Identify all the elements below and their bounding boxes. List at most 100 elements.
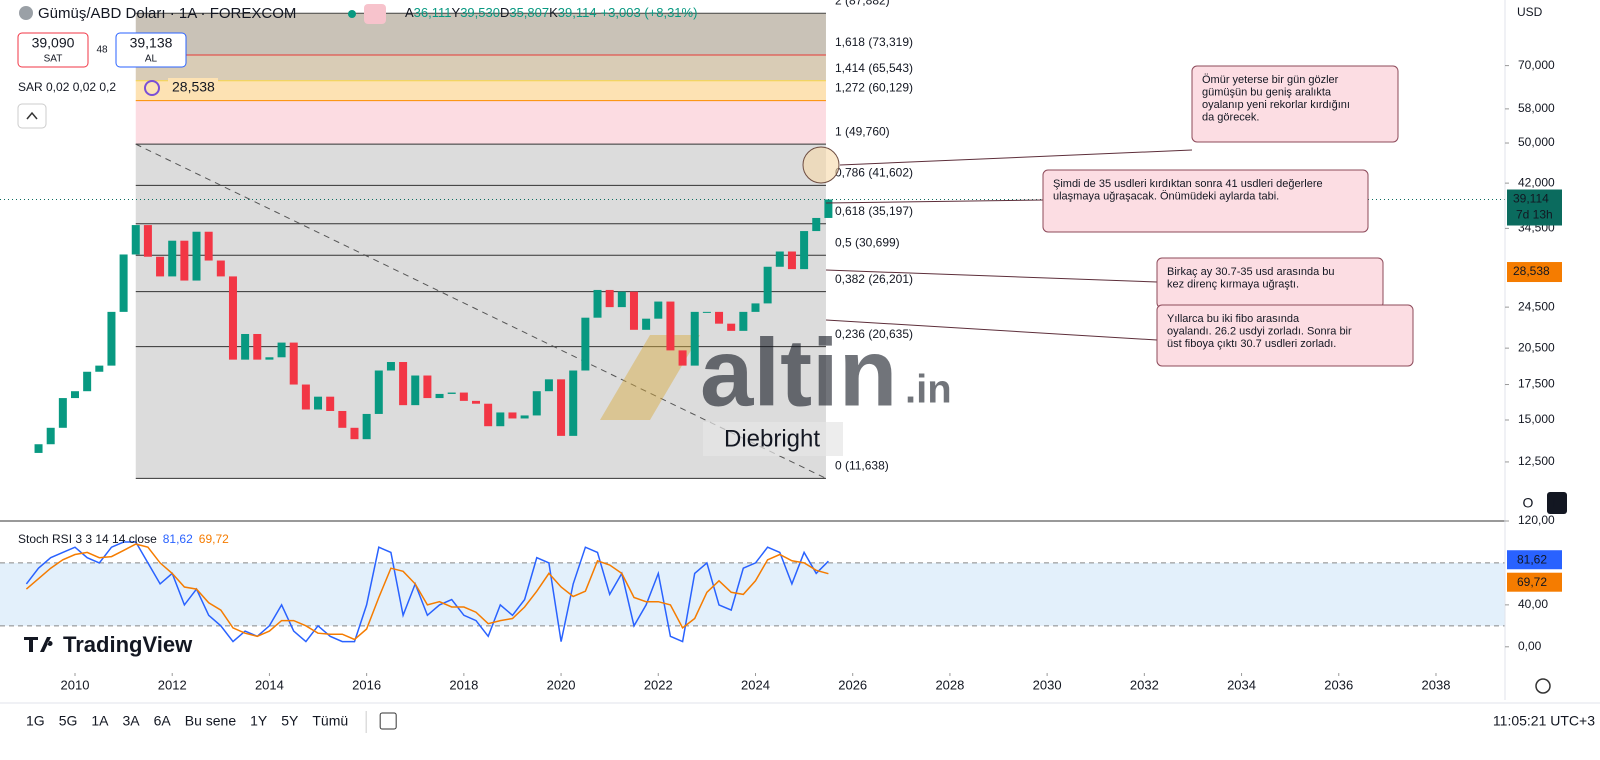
candle-body [338, 410, 347, 428]
candle-body [617, 291, 626, 308]
scale-button-bg[interactable] [1547, 492, 1567, 514]
range-button[interactable]: 1Y [250, 713, 268, 729]
callout-box [1156, 304, 1414, 367]
y-tick-label: 0,00 [1518, 639, 1542, 653]
ohlc-value: 35,807 [509, 5, 549, 20]
sell-label: SAT [44, 54, 63, 65]
candle-body [508, 412, 517, 419]
candle-body [265, 357, 274, 360]
fib-label: 1,272 (60,129) [835, 81, 913, 95]
y-tick-label: 17,500 [1518, 377, 1555, 391]
candle-body [58, 398, 67, 428]
range-button[interactable]: Bu sene [185, 713, 237, 729]
indicator-toggle[interactable] [364, 4, 386, 24]
sell-button[interactable] [17, 32, 89, 68]
candle-body [119, 254, 128, 312]
candle-body [95, 365, 104, 372]
fib-label: 0,786 (41,602) [835, 165, 913, 179]
ohlc-values: A36,111Y39,530D35,807K39,114 +3,003 (+8,3… [405, 5, 697, 20]
x-tick-label: 2024 [741, 677, 770, 692]
fib-label: 0 (11,638) [835, 459, 889, 473]
stoch-badge-label: 81,62 [1517, 552, 1547, 566]
x-tick-label: 2036 [1324, 677, 1353, 692]
candle-body [812, 217, 821, 232]
callout-connector [825, 199, 1044, 204]
range-button[interactable]: Tümü [312, 713, 348, 729]
range-button[interactable]: 1A [91, 713, 109, 729]
sar-value: 28,538 [172, 79, 215, 95]
y-tick-label: 58,000 [1518, 101, 1555, 115]
range-button[interactable]: 1G [26, 713, 45, 729]
stoch-line [25, 541, 829, 643]
watermark-logo [600, 335, 700, 420]
x-tick-label: 2028 [935, 677, 964, 692]
fib-label: 0,5 (30,699) [835, 235, 900, 249]
stoch-value: 69,72 [199, 532, 229, 546]
candle-body [520, 415, 529, 419]
fib-band [135, 80, 826, 101]
spread: 48 [96, 45, 108, 56]
range-button[interactable]: 3A [123, 713, 141, 729]
y-tick-label: 24,500 [1518, 299, 1555, 313]
y-tick-label: 70,000 [1518, 58, 1555, 72]
collapse-button[interactable] [17, 103, 47, 129]
candle-body [399, 362, 408, 406]
buy-button[interactable] [115, 32, 187, 68]
sar-icon [144, 80, 160, 96]
y-tick-label: 20,500 [1518, 340, 1555, 354]
x-tick-label: 2022 [644, 677, 673, 692]
x-tick-label: 2030 [1033, 677, 1062, 692]
candle-body [472, 400, 481, 404]
stoch-badge-label: 69,72 [1517, 575, 1547, 589]
callout-text: Şimdi de 35 usdleri kırdıktan sonra 41 u… [1053, 178, 1323, 190]
price-badge [1507, 189, 1562, 226]
y-tick-label: 12,500 [1518, 454, 1555, 468]
candle-body [678, 350, 687, 366]
candle-body [642, 318, 651, 330]
candle-body [423, 375, 432, 399]
candle-body [800, 231, 809, 270]
y-tick-label: 15,000 [1518, 412, 1555, 426]
candle-body [532, 391, 541, 416]
watermark-author: Diebright [724, 425, 820, 452]
calendar-icon[interactable] [379, 712, 397, 730]
callout-connector [825, 269, 1158, 283]
candle-body [46, 427, 55, 445]
watermark-brand: altin [700, 319, 897, 426]
candle-body [192, 231, 201, 281]
candle-body [581, 317, 590, 371]
callout-box [1042, 169, 1369, 233]
candle-body [544, 379, 553, 392]
candle-body [484, 403, 493, 427]
fib-band [135, 100, 826, 145]
x-tick-label: 2020 [547, 677, 576, 692]
candle-body [83, 371, 92, 392]
ohlc-label: Y [452, 5, 461, 20]
candle-body [557, 379, 566, 436]
range-button[interactable]: 6A [154, 713, 172, 729]
ohlc-label: D [500, 5, 509, 20]
currency-button[interactable] [1510, 3, 1560, 23]
candle-body [70, 391, 79, 399]
scale-button: L [1552, 495, 1560, 511]
ohlc-value: 39,530 [460, 5, 500, 20]
highlight-circle [802, 146, 840, 184]
x-tick-label: 2038 [1422, 677, 1451, 692]
price-badge-label: 28,538 [1513, 264, 1550, 278]
x-tick-label: 2018 [449, 677, 478, 692]
candle-body [204, 231, 213, 261]
buy-price: 39,138 [130, 35, 173, 51]
y-tick-label: 50,000 [1518, 135, 1555, 149]
price-badge-label: 39,114 [1513, 192, 1549, 206]
candle-body [374, 370, 383, 414]
callout-connector [839, 149, 1193, 166]
x-tick-label: 2012 [158, 677, 187, 692]
platform-name: TradingView [63, 632, 193, 657]
fib-label: 0,382 (26,201) [835, 272, 913, 286]
x-tick-label: 2016 [352, 677, 381, 692]
callout-text: oyalanıp yeni rekorlar kırdığını [1202, 99, 1350, 111]
range-button[interactable]: 5Y [281, 713, 299, 729]
range-button[interactable]: 5G [59, 713, 78, 729]
candle-body [350, 427, 359, 440]
fib-band [135, 54, 826, 81]
